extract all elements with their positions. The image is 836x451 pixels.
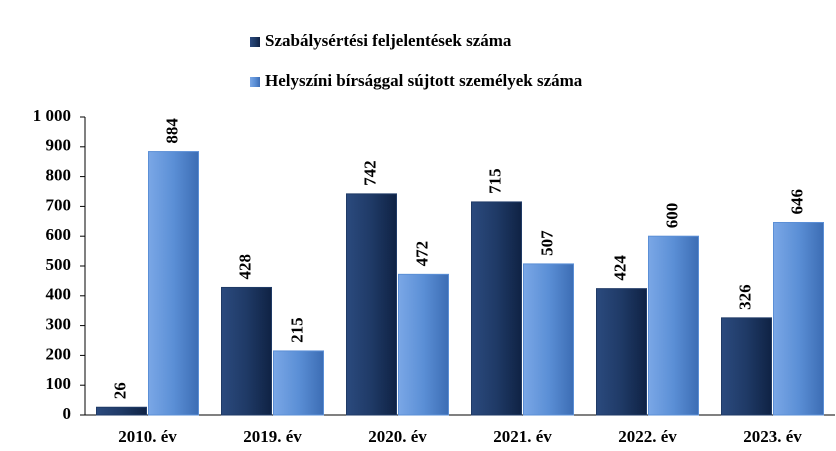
data-label: 742 — [360, 160, 379, 186]
data-label: 215 — [287, 317, 306, 343]
page: 0 100 200 300 400 500 600 700 800 900 1 000 Szabály… — [0, 0, 836, 451]
x-tick-label: 2020. év — [368, 427, 427, 446]
bar — [274, 351, 324, 415]
bar — [97, 407, 147, 415]
data-label: 507 — [537, 230, 556, 256]
chart: 0 100 200 300 400 500 600 700 800 900 1 000 Szabály… — [0, 0, 836, 451]
y-tick-label: 500 — [46, 255, 72, 274]
data-label: 884 — [162, 118, 181, 144]
bar — [524, 264, 574, 415]
bar — [472, 202, 522, 415]
data-label: 424 — [610, 255, 629, 281]
y-tick-label: 1 000 — [33, 106, 71, 125]
y-tick-label: 100 — [46, 374, 72, 393]
x-tick-label: 2019. év — [243, 427, 302, 446]
y-tick-label: 400 — [46, 285, 72, 304]
y-tick-label: 200 — [46, 344, 72, 363]
y-tick-label: 900 — [46, 136, 72, 155]
x-tick-label: 2022. év — [618, 427, 677, 446]
data-label: 646 — [787, 189, 806, 215]
legend-label: Helyszíni bírsággal sújtott személyek sz… — [265, 71, 583, 90]
y-tick-label: 0 — [63, 404, 72, 423]
bar — [774, 222, 824, 415]
data-label: 26 — [110, 382, 129, 399]
legend-swatch — [250, 77, 260, 87]
data-label: 472 — [412, 241, 431, 267]
bar — [347, 194, 397, 415]
y-tick-label: 800 — [46, 166, 72, 185]
x-tick-label: 2023. év — [743, 427, 802, 446]
bar — [149, 152, 199, 415]
data-label: 428 — [235, 254, 254, 280]
bar — [649, 236, 699, 415]
data-label: 326 — [735, 284, 754, 310]
y-tick-label: 300 — [46, 315, 72, 334]
bar — [399, 274, 449, 415]
legend-label: Szabálysértési feljelentések száma — [265, 31, 512, 50]
data-label: 600 — [662, 203, 681, 229]
x-tick-label: 2010. év — [118, 427, 177, 446]
data-label: 715 — [485, 168, 504, 194]
x-tick-label: 2021. év — [493, 427, 552, 446]
bar — [722, 318, 772, 415]
legend-swatch — [250, 37, 260, 47]
bar — [597, 289, 647, 415]
y-tick-label: 600 — [46, 225, 72, 244]
bar — [222, 287, 272, 415]
y-tick-label: 700 — [46, 195, 72, 214]
